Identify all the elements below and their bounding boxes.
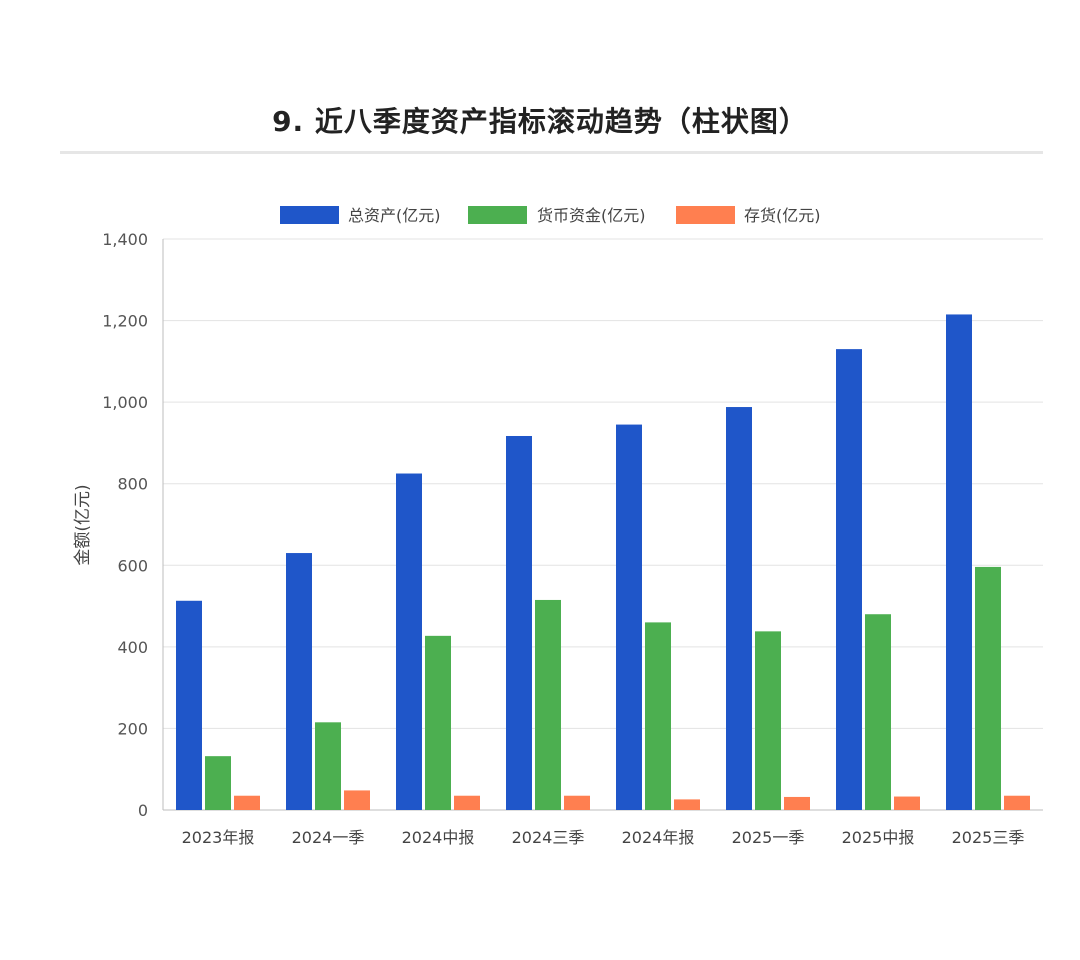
bar-3-5[interactable]	[674, 799, 700, 810]
legend-label-3[interactable]: 存货(亿元)	[744, 206, 821, 225]
y-tick-label: 1,400	[102, 230, 148, 249]
bar-1-8[interactable]	[946, 314, 972, 810]
x-tick-label: 2025中报	[842, 828, 915, 847]
x-tick-label: 2023年报	[182, 828, 255, 847]
legend-label-2[interactable]: 货币资金(亿元)	[537, 206, 646, 225]
y-tick-label: 200	[117, 719, 148, 738]
bar-2-2[interactable]	[315, 722, 341, 810]
bar-2-1[interactable]	[205, 756, 231, 810]
x-tick-label: 2024年报	[622, 828, 695, 847]
bar-1-1[interactable]	[176, 600, 202, 810]
bar-3-8[interactable]	[1004, 795, 1030, 810]
bar-2-4[interactable]	[535, 599, 561, 810]
x-tick-label: 2024三季	[512, 828, 585, 847]
bar-3-1[interactable]	[234, 795, 260, 810]
bar-1-2[interactable]	[286, 553, 312, 810]
x-axis: 2023年报 2024一季 2024中报 2024三季 2024年报 2025一季 2025…	[182, 828, 1025, 847]
bar-3-7[interactable]	[894, 796, 920, 810]
y-tick-label: 1,000	[102, 393, 148, 412]
bar-2-3[interactable]	[425, 635, 451, 810]
bar-1-4[interactable]	[506, 435, 532, 810]
legend-label-1[interactable]: 总资产(亿元)	[348, 206, 441, 225]
bar-2-8[interactable]	[975, 566, 1001, 810]
y-tick-label: 600	[117, 556, 148, 575]
x-tick-label: 2025三季	[952, 828, 1025, 847]
legend-swatch-1[interactable]	[280, 206, 339, 224]
bar-1-7[interactable]	[836, 349, 862, 810]
bar-3-6[interactable]	[784, 796, 810, 810]
y-tick-label: 800	[117, 475, 148, 494]
x-tick-label: 2025一季	[732, 828, 805, 847]
bar-3-4[interactable]	[564, 795, 590, 810]
bar-3-2[interactable]	[344, 790, 370, 810]
y-tick-label: 0	[138, 801, 148, 820]
y-axis-label: 金额(亿元)	[73, 484, 93, 565]
y-tick-label: 1,200	[102, 312, 148, 331]
bar-3-3[interactable]	[454, 795, 480, 810]
title-divider	[60, 151, 1043, 154]
bar-2-7[interactable]	[865, 614, 891, 810]
x-tick-label: 2024一季	[292, 828, 365, 847]
bar-1-6[interactable]	[726, 407, 752, 810]
bars	[176, 314, 1030, 810]
bar-1-3[interactable]	[396, 473, 422, 810]
legend-swatch-2[interactable]	[468, 206, 527, 224]
bar-2-5[interactable]	[645, 622, 671, 810]
legend: 总资产(亿元) 货币资金(亿元) 存货(亿元)	[280, 206, 821, 225]
x-tick-label: 2024中报	[402, 828, 475, 847]
legend-swatch-3[interactable]	[676, 206, 735, 224]
chart-title: 9. 近八季度资产指标滚动趋势（柱状图）	[272, 105, 808, 138]
y-axis: 0 200 400 600 800 1,000 1,200 1,400	[102, 230, 164, 820]
bar-1-5[interactable]	[616, 424, 642, 810]
y-tick-label: 400	[117, 638, 148, 657]
bar-2-6[interactable]	[755, 631, 781, 810]
